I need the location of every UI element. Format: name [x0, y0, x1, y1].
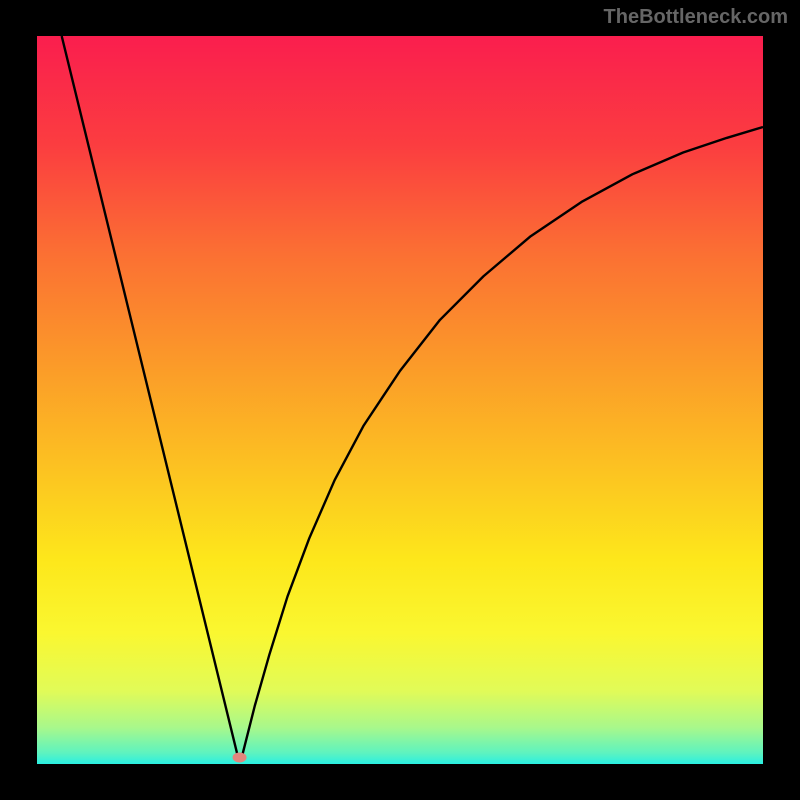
chart-container: TheBottleneck.com [0, 0, 800, 800]
watermark-text: TheBottleneck.com [604, 6, 788, 29]
plot-area [37, 36, 763, 764]
curve-svg [37, 36, 763, 764]
dip-marker [233, 752, 247, 762]
bottleneck-curve [62, 36, 763, 757]
